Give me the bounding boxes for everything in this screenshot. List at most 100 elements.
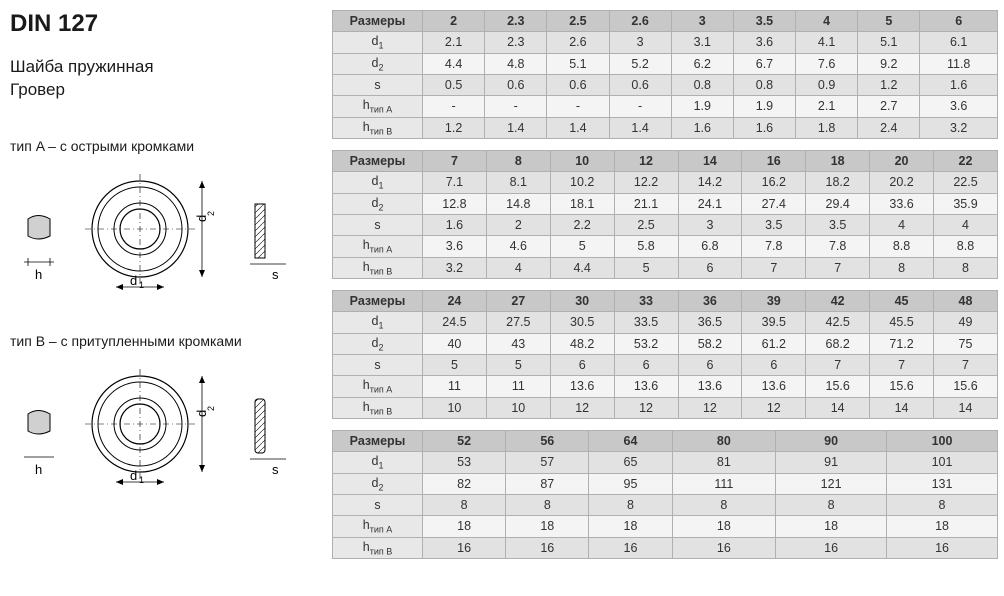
value-cell: 3 <box>678 215 742 236</box>
value-cell: 16 <box>506 537 589 559</box>
value-cell: 14.8 <box>486 193 550 215</box>
value-cell: 40 <box>423 333 487 355</box>
value-cell: 27.4 <box>742 193 806 215</box>
value-cell: 27.5 <box>486 312 550 334</box>
svg-text:d: d <box>130 273 137 288</box>
value-cell: 6.7 <box>733 53 795 75</box>
value-cell: 4 <box>486 257 550 279</box>
param-label: hтип B <box>333 257 423 279</box>
value-cell: 29.4 <box>806 193 870 215</box>
value-cell: 16.2 <box>742 172 806 194</box>
value-cell: 24.1 <box>678 193 742 215</box>
diagram-type-a: h d 2 d1 s <box>10 164 324 299</box>
value-cell: 12 <box>742 397 806 419</box>
param-label: d2 <box>333 53 423 75</box>
value-cell: 3.6 <box>920 96 998 118</box>
value-cell: 65 <box>589 452 672 474</box>
value-cell: 6 <box>678 257 742 279</box>
value-cell: - <box>609 96 671 118</box>
value-cell: 4.1 <box>796 32 858 54</box>
value-cell: 8 <box>506 495 589 516</box>
value-cell: 18 <box>776 516 887 538</box>
value-cell: 0.9 <box>796 75 858 96</box>
size-header: 42 <box>806 291 870 312</box>
svg-text:2: 2 <box>206 211 216 216</box>
value-cell: 48.2 <box>550 333 614 355</box>
param-label: d1 <box>333 32 423 54</box>
size-header: 90 <box>776 431 887 452</box>
value-cell: 5 <box>550 236 614 258</box>
size-header: 2.3 <box>485 11 547 32</box>
value-cell: 7.8 <box>742 236 806 258</box>
header-sizes: Размеры <box>333 291 423 312</box>
value-cell: 20.2 <box>870 172 934 194</box>
dimension-table-2: Размеры242730333639424548d124.527.530.53… <box>332 290 998 419</box>
svg-text:s: s <box>272 462 279 477</box>
size-header: 8 <box>486 151 550 172</box>
value-cell: 5 <box>614 257 678 279</box>
value-cell: 13.6 <box>614 376 678 398</box>
value-cell: 12.2 <box>614 172 678 194</box>
value-cell: 15.6 <box>806 376 870 398</box>
value-cell: 6.2 <box>671 53 733 75</box>
value-cell: 8 <box>934 257 998 279</box>
value-cell: 0.6 <box>485 75 547 96</box>
value-cell: 24.5 <box>423 312 487 334</box>
param-label: hтип A <box>333 96 423 118</box>
value-cell: 3.6 <box>733 32 795 54</box>
value-cell: 0.5 <box>423 75 485 96</box>
value-cell: 8.8 <box>870 236 934 258</box>
value-cell: 5.8 <box>614 236 678 258</box>
subtitle: Шайба пружинная Гровер <box>10 56 324 102</box>
value-cell: 1.4 <box>485 117 547 139</box>
value-cell: 10.2 <box>550 172 614 194</box>
value-cell: 3.5 <box>806 215 870 236</box>
value-cell: 7 <box>934 355 998 376</box>
size-header: 3.5 <box>733 11 795 32</box>
value-cell: 6 <box>550 355 614 376</box>
value-cell: 8 <box>887 495 998 516</box>
value-cell: 68.2 <box>806 333 870 355</box>
size-header: 33 <box>614 291 678 312</box>
value-cell: 11 <box>423 376 487 398</box>
value-cell: 35.9 <box>934 193 998 215</box>
size-header: 56 <box>506 431 589 452</box>
size-header: 22 <box>934 151 998 172</box>
value-cell: 2 <box>486 215 550 236</box>
size-header: 14 <box>678 151 742 172</box>
param-label: d1 <box>333 312 423 334</box>
size-header: 3 <box>671 11 733 32</box>
value-cell: 33.5 <box>614 312 678 334</box>
value-cell: 2.5 <box>614 215 678 236</box>
subtitle-line2: Гровер <box>10 79 324 102</box>
size-header: 18 <box>806 151 870 172</box>
value-cell: 5.1 <box>547 53 609 75</box>
value-cell: 6 <box>678 355 742 376</box>
value-cell: 12 <box>678 397 742 419</box>
param-label: s <box>333 355 423 376</box>
value-cell: 18 <box>887 516 998 538</box>
value-cell: 87 <box>506 473 589 495</box>
size-header: 24 <box>423 291 487 312</box>
value-cell: 43 <box>486 333 550 355</box>
size-header: 30 <box>550 291 614 312</box>
size-header: 6 <box>920 11 998 32</box>
value-cell: 42.5 <box>806 312 870 334</box>
size-header: 27 <box>486 291 550 312</box>
value-cell: 11.8 <box>920 53 998 75</box>
value-cell: 111 <box>672 473 776 495</box>
value-cell: 4.8 <box>485 53 547 75</box>
din-title: DIN 127 <box>10 10 324 38</box>
value-cell: 6.1 <box>920 32 998 54</box>
value-cell: 18 <box>423 516 506 538</box>
value-cell: 1.2 <box>858 75 920 96</box>
value-cell: 36.5 <box>678 312 742 334</box>
value-cell: 2.1 <box>423 32 485 54</box>
value-cell: 13.6 <box>550 376 614 398</box>
tables-container: Размеры22.32.52.633.5456d12.12.32.633.13… <box>332 10 998 559</box>
value-cell: 0.8 <box>733 75 795 96</box>
value-cell: 18.1 <box>550 193 614 215</box>
value-cell: 13.6 <box>678 376 742 398</box>
value-cell: 14 <box>806 397 870 419</box>
param-label: s <box>333 215 423 236</box>
